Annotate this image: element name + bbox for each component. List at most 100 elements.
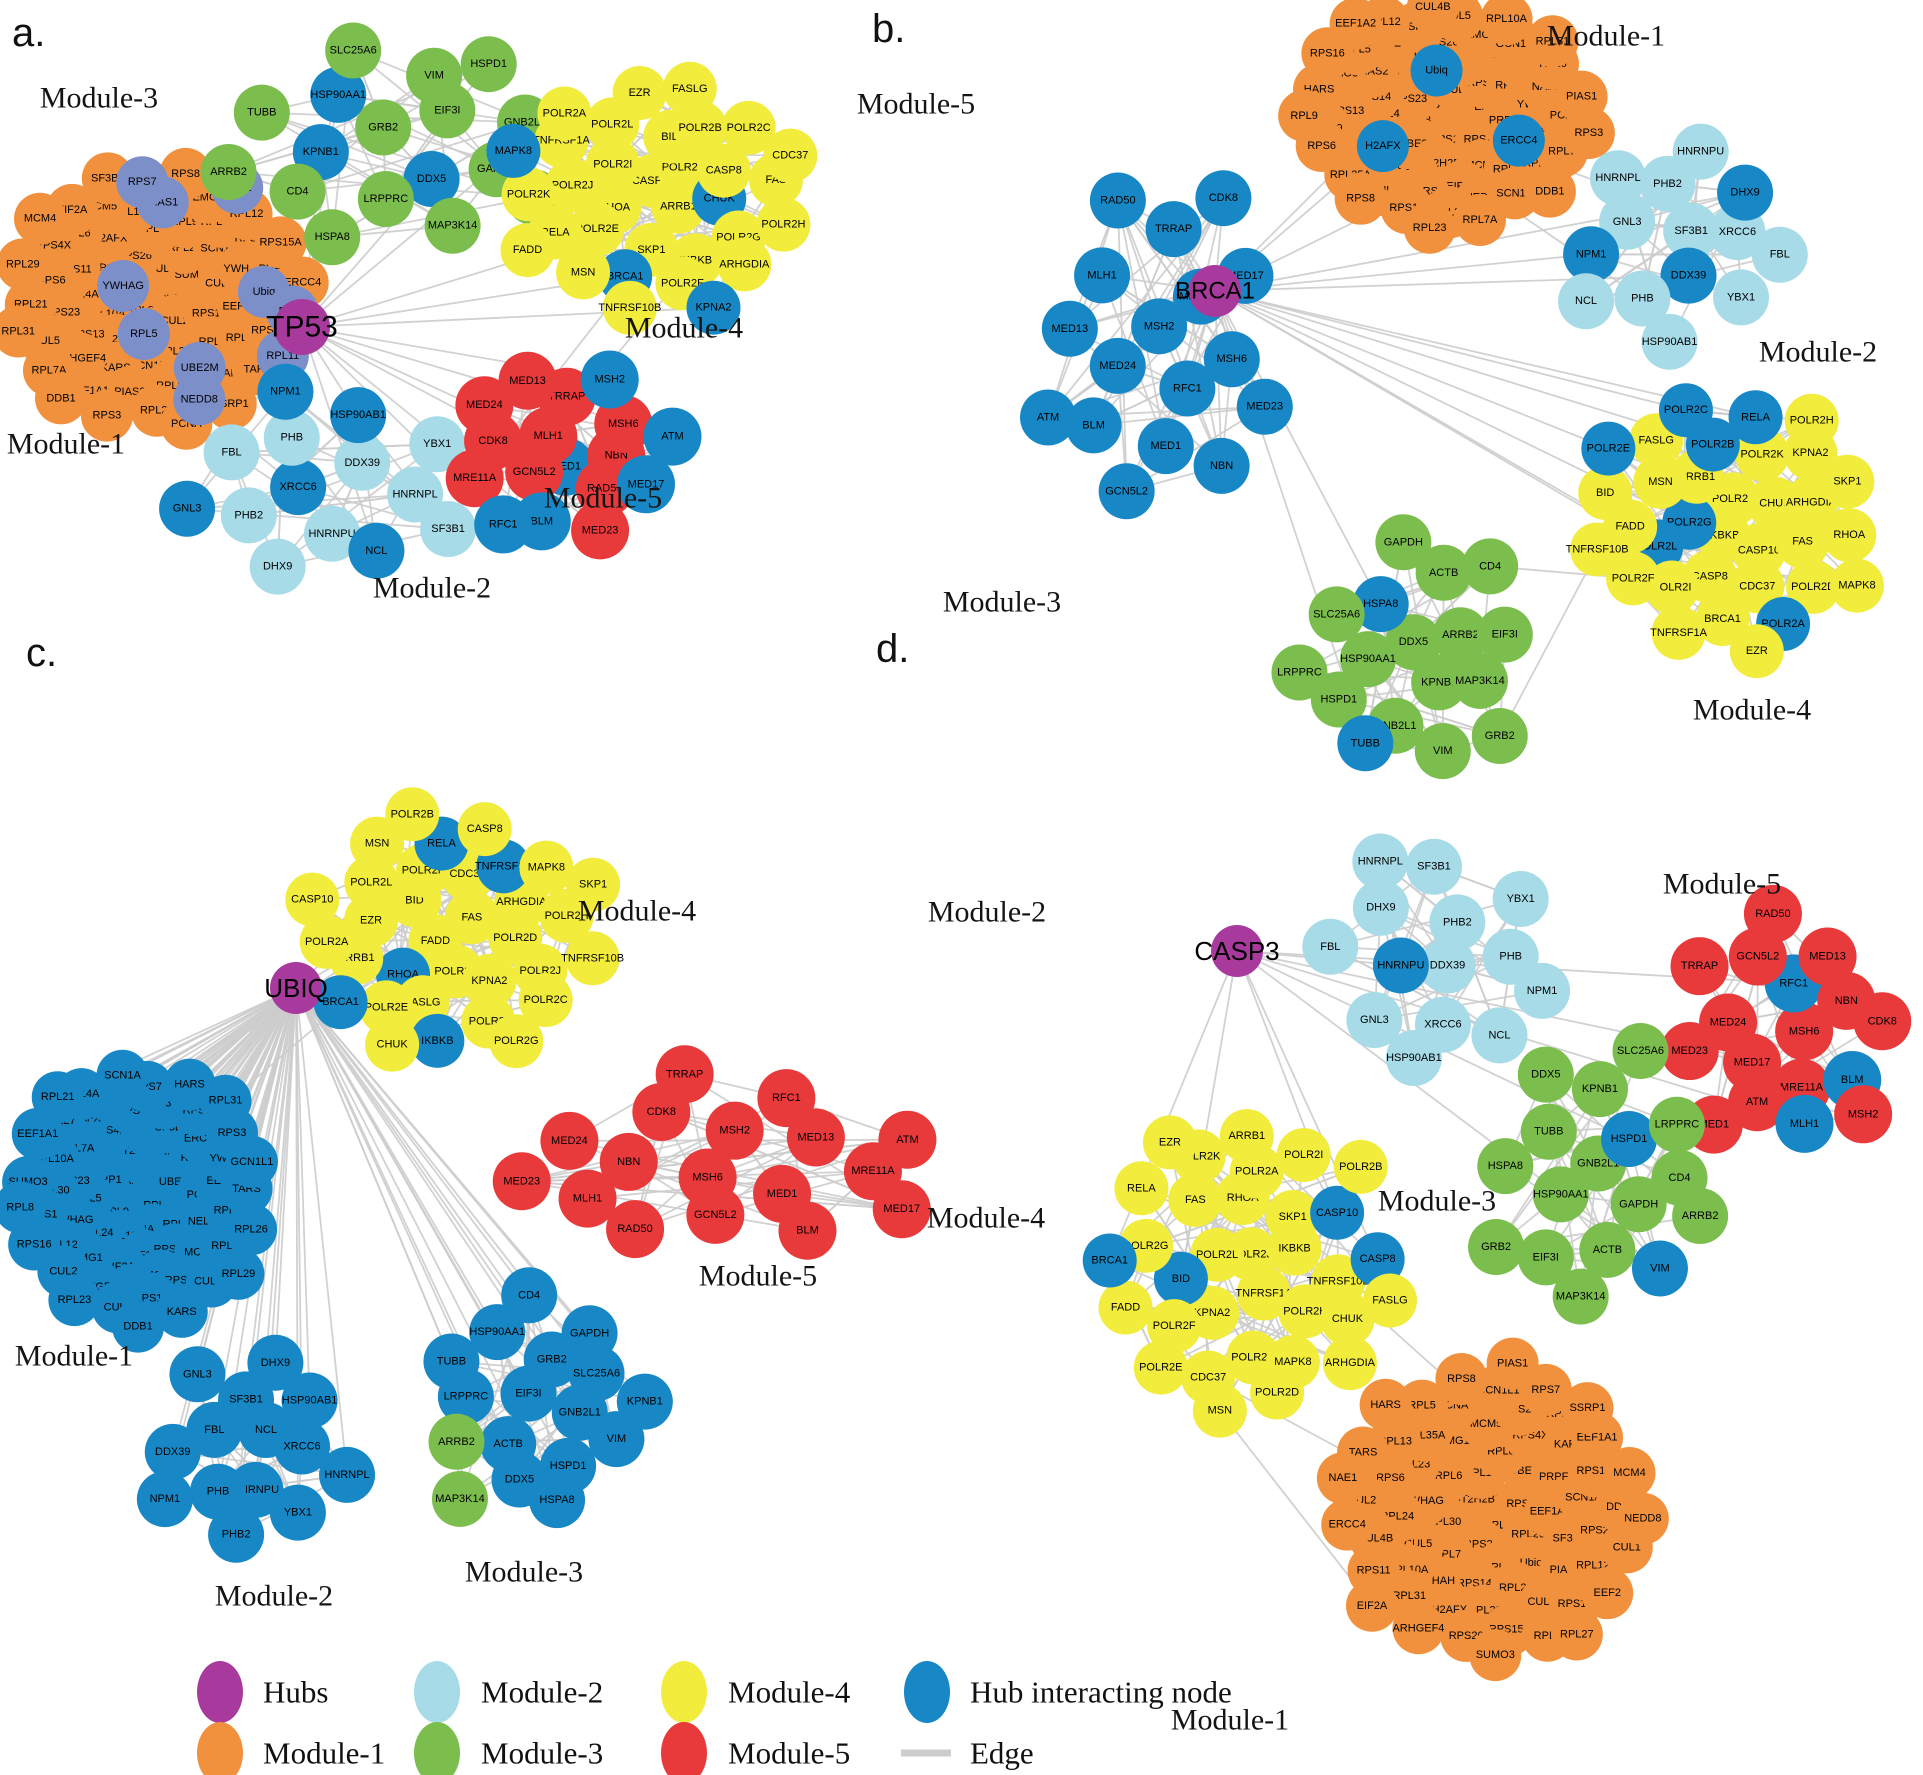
gene-node: [1346, 992, 1403, 1049]
gene-label: CD4: [518, 1289, 540, 1301]
gene-label: EZR: [360, 914, 382, 926]
gene-label: Ubiq: [253, 286, 276, 298]
gene-label: YBX1: [1507, 893, 1535, 905]
gene-label: POLR2C: [727, 122, 771, 134]
gene-label: PIAS1: [1497, 1358, 1528, 1370]
gene-label: SKP1: [579, 879, 607, 891]
gene-label: GRB2: [537, 1354, 567, 1366]
module-label: Module-4: [927, 1202, 1045, 1235]
gene-node: [424, 197, 481, 254]
gene-label: PHB2: [1443, 916, 1472, 928]
gene-node: [1396, 1379, 1449, 1432]
gene-label: MLH1: [1087, 269, 1116, 281]
gene-label: RPL31: [1536, 35, 1570, 47]
gene-node: [269, 163, 326, 220]
gene-label: BRCA1: [607, 270, 644, 282]
gene-label: MED17: [883, 1203, 920, 1215]
gene-label: RPS16: [17, 1238, 52, 1250]
gene-node: [1480, 0, 1533, 46]
gene-node: [169, 1346, 226, 1403]
gene-label: HARS: [174, 1079, 205, 1091]
gene-label: HSPA8: [1363, 598, 1398, 610]
gene-label: MSN: [365, 838, 390, 850]
gene-label: EZR: [629, 87, 651, 99]
gene-node: [1570, 522, 1625, 577]
gene-node: [1302, 918, 1359, 975]
gene-label: EIF2A: [1357, 1600, 1388, 1612]
gene-node: [159, 480, 216, 537]
gene-label: DDX39: [1671, 270, 1706, 282]
gene-node: [1476, 606, 1533, 663]
gene-label: CUL1: [1613, 1541, 1641, 1553]
gene-node: [505, 443, 564, 502]
gene-label: GNB2L1: [559, 1407, 601, 1419]
gene-node: [1310, 1185, 1365, 1240]
hub-label: TP53: [266, 311, 338, 344]
gene-label: TNFRSF10B: [561, 952, 624, 964]
gene-label: ARRB2: [210, 166, 247, 178]
gene-node: [1616, 1492, 1669, 1545]
gene-label: HNRNPU: [308, 528, 355, 540]
gene-node: [757, 1069, 816, 1128]
gene-node: [778, 1201, 837, 1260]
edge: [1214, 290, 1609, 450]
gene-label: RELA: [427, 838, 456, 850]
gene-label: MED24: [466, 399, 503, 411]
gene-label: PHB2: [1653, 178, 1682, 190]
gene-label: FBL: [221, 446, 241, 458]
gene-node: [599, 1132, 658, 1191]
legend-label: Module-1: [263, 1736, 385, 1771]
gene-label: RPL6: [1435, 1470, 1463, 1482]
gene-label: MRE11A: [1780, 1082, 1824, 1094]
gene-node: [1089, 337, 1146, 394]
gene-label: GRB2: [1485, 730, 1515, 742]
gene-label: RPS8: [171, 168, 200, 180]
gene-label: POLR2F: [1153, 1320, 1196, 1332]
gene-node: [1403, 201, 1456, 254]
gene-node: [594, 394, 653, 453]
gene-label: RPL29: [222, 1268, 256, 1280]
gene-node: [1729, 624, 1784, 679]
gene-label: POLR2J: [1712, 493, 1754, 505]
gene-node: [1451, 652, 1508, 709]
gene-label: KPNB1: [627, 1396, 663, 1408]
gene-label: MLH1: [534, 430, 563, 442]
gene-node: [1590, 150, 1647, 207]
gene-label: POLR2A: [1761, 618, 1805, 630]
gene-label: VIM: [607, 1433, 627, 1445]
gene-node: [410, 1013, 465, 1068]
gene-label: NCL: [1488, 1029, 1510, 1041]
gene-node: [1713, 269, 1770, 326]
gene-node: [1829, 558, 1884, 613]
module-label: Module-5: [699, 1260, 817, 1293]
gene-label: CDC37: [1739, 580, 1775, 592]
gene-node: [1641, 313, 1698, 370]
gene-node: [1492, 114, 1545, 167]
gene-node: [1670, 937, 1729, 996]
gene-node: [173, 373, 226, 426]
gene-label: POLR2B: [391, 808, 434, 820]
gene-label: BRCA1: [322, 996, 359, 1008]
gene-label: HSP90AB1: [1642, 336, 1698, 348]
gene-label: NCL: [365, 545, 387, 557]
gene-node: [1453, 193, 1506, 246]
gene-node: [469, 1304, 526, 1361]
panel-letter: c.: [26, 631, 57, 675]
gene-node: [1743, 884, 1802, 943]
gene-label: PIAS1: [1566, 91, 1597, 103]
gene-node: [1612, 1022, 1669, 1079]
gene-node: [31, 1071, 84, 1124]
gene-node: [545, 158, 600, 213]
gene-node: [304, 505, 361, 562]
gene-label: CASP8: [706, 165, 742, 177]
gene-label: EEF1A1: [17, 1128, 58, 1140]
legend-swatch-module5: [661, 1722, 707, 1775]
gene-label: RHOA: [1833, 529, 1865, 541]
gene-node: [80, 389, 133, 442]
gene-label: DDX39: [155, 1446, 190, 1458]
legend-swatch-module1: [197, 1722, 243, 1775]
gene-label: CDK8: [478, 435, 507, 447]
gene-node: [1601, 1110, 1658, 1167]
gene-label: MSH6: [692, 1172, 723, 1184]
